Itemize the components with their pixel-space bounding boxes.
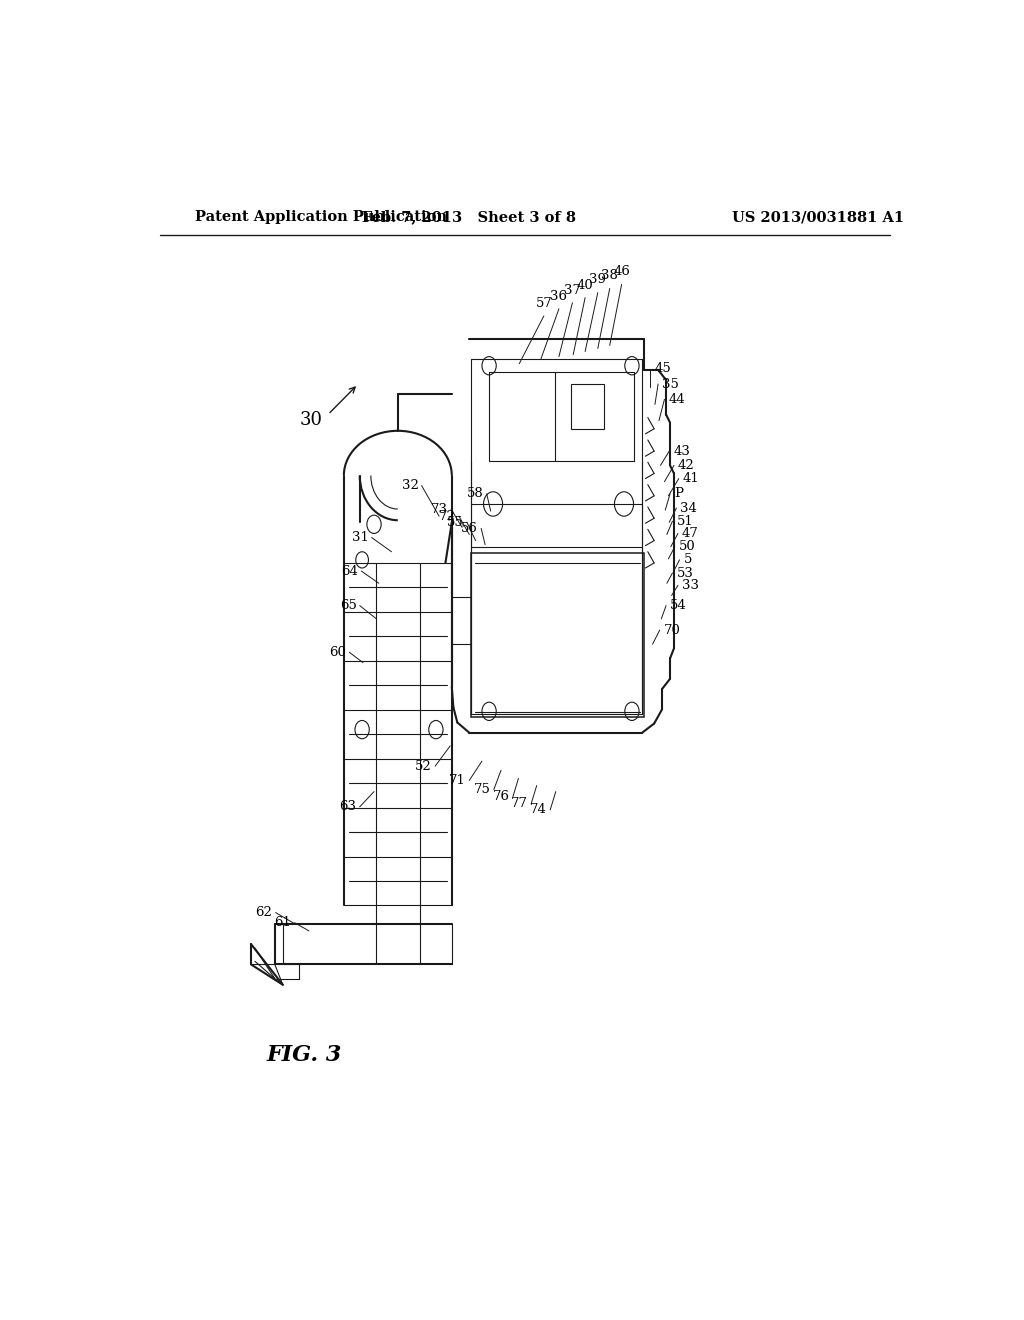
Text: 33: 33 (682, 578, 699, 591)
Text: 73: 73 (431, 503, 447, 516)
Text: 45: 45 (654, 362, 671, 375)
Text: 53: 53 (677, 566, 693, 579)
Text: 31: 31 (351, 531, 369, 544)
Text: 46: 46 (613, 265, 630, 279)
Text: 56: 56 (461, 521, 478, 535)
Text: 35: 35 (663, 378, 679, 391)
Text: 61: 61 (274, 916, 292, 929)
Text: 55: 55 (446, 516, 464, 529)
Text: 42: 42 (678, 459, 694, 471)
Text: 43: 43 (673, 445, 690, 458)
Text: 34: 34 (680, 502, 697, 515)
Text: 75: 75 (474, 783, 490, 796)
Text: 77: 77 (511, 797, 528, 810)
Text: 65: 65 (340, 599, 356, 612)
Text: 64: 64 (341, 565, 358, 578)
Text: 30: 30 (299, 411, 323, 429)
Text: FIG. 3: FIG. 3 (267, 1044, 342, 1065)
Text: 76: 76 (493, 791, 510, 803)
Text: Feb. 7, 2013   Sheet 3 of 8: Feb. 7, 2013 Sheet 3 of 8 (362, 210, 577, 224)
Text: 38: 38 (601, 269, 618, 282)
Text: 40: 40 (577, 279, 594, 292)
Text: 47: 47 (682, 527, 698, 540)
Text: 62: 62 (256, 906, 272, 919)
Bar (570, 384, 604, 429)
Text: 70: 70 (664, 623, 681, 636)
Text: US 2013/0031881 A1: US 2013/0031881 A1 (732, 210, 904, 224)
Text: P: P (674, 487, 683, 500)
Text: 51: 51 (677, 515, 693, 528)
Text: 71: 71 (450, 774, 466, 787)
Text: 41: 41 (683, 473, 699, 484)
Text: 63: 63 (340, 800, 356, 813)
Text: 54: 54 (670, 599, 687, 612)
Text: 60: 60 (330, 645, 346, 659)
Bar (471, 553, 644, 718)
Text: 36: 36 (551, 289, 567, 302)
Text: 57: 57 (536, 297, 552, 310)
Text: 72: 72 (439, 510, 456, 523)
Text: 50: 50 (679, 540, 695, 553)
Text: 74: 74 (530, 804, 547, 816)
Text: 52: 52 (415, 760, 432, 772)
Text: 44: 44 (669, 393, 685, 405)
Text: 5: 5 (684, 553, 692, 566)
Text: 58: 58 (467, 487, 483, 500)
Text: 32: 32 (401, 479, 419, 492)
Text: 37: 37 (564, 284, 581, 297)
Text: Patent Application Publication: Patent Application Publication (196, 210, 447, 224)
Text: 39: 39 (589, 273, 606, 286)
